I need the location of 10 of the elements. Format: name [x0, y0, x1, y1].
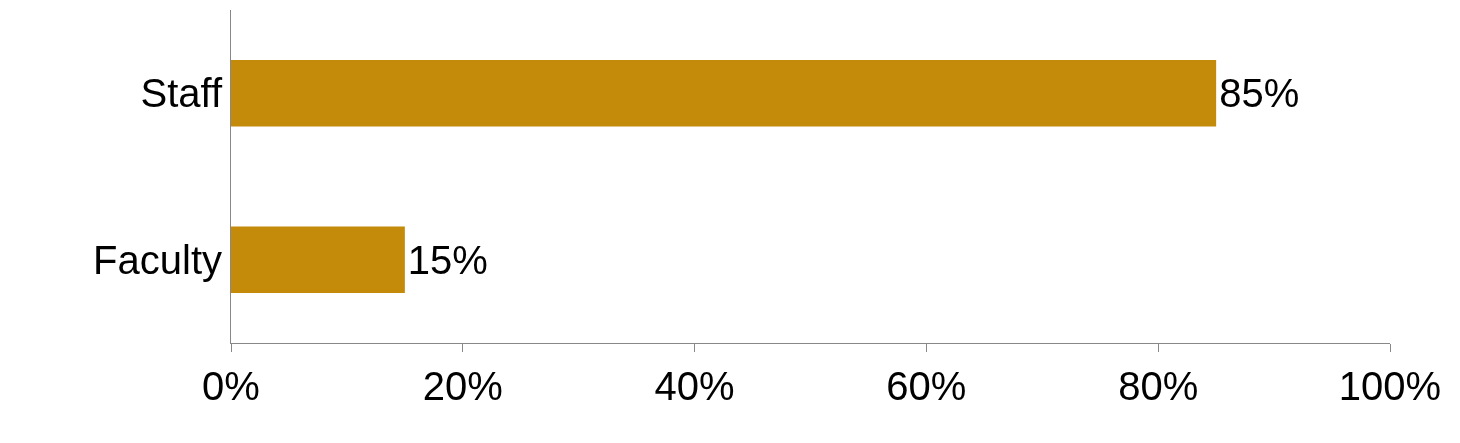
data-label: 85%: [1219, 71, 1300, 116]
x-tick-label: 0%: [202, 364, 260, 408]
x-tick-label: 100%: [1338, 364, 1442, 408]
data-label: 15%: [407, 237, 488, 282]
x-tick-label: 80%: [1118, 364, 1199, 408]
x-tick-label: 20%: [422, 364, 503, 408]
x-tick-label: 40%: [654, 364, 735, 408]
x-tick-label: 60%: [886, 364, 967, 408]
y-tick-label: Faculty: [93, 237, 222, 282]
y-tick-label: Staff: [140, 71, 223, 116]
